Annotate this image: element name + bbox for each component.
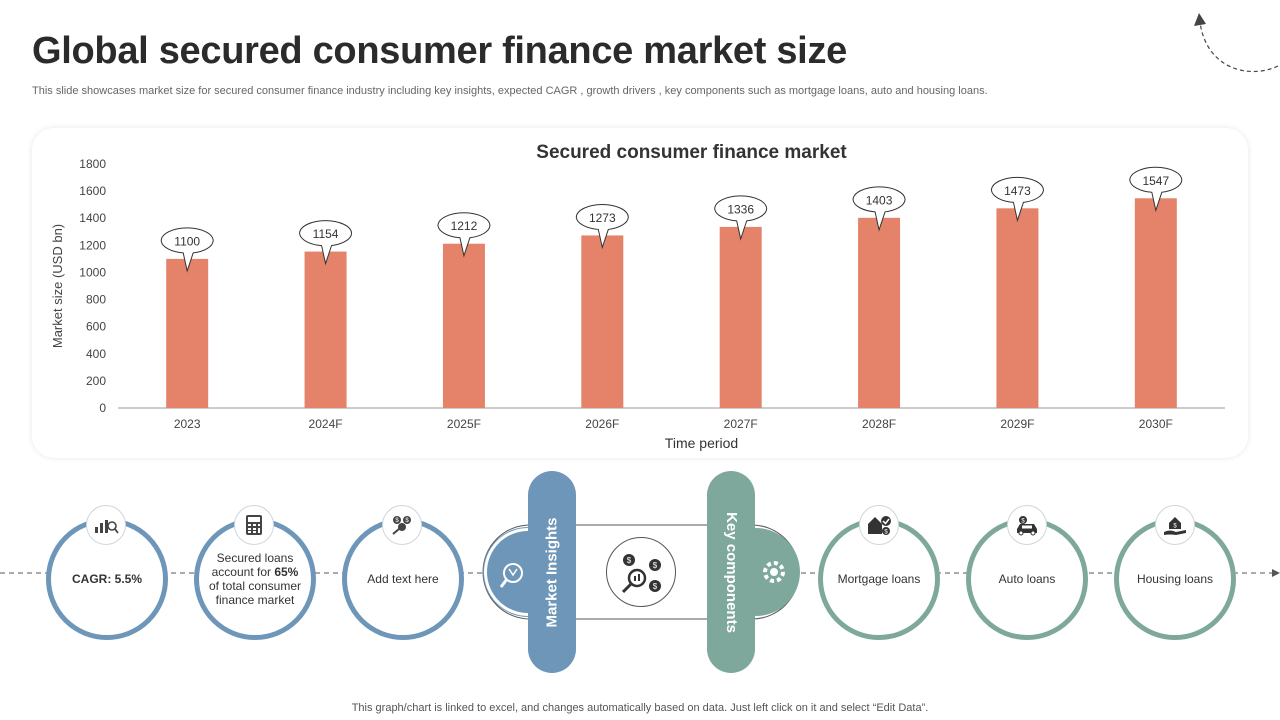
y-axis-label: Market size (USD bn) <box>50 224 65 348</box>
housing-loans-text: Housing loans <box>1136 572 1214 586</box>
x-tick-label: 2024F <box>309 417 343 431</box>
y-tick-label: 600 <box>86 320 106 334</box>
page-title: Global secured consumer finance market s… <box>32 30 847 72</box>
svg-text:$: $ <box>653 582 658 591</box>
bar <box>304 251 347 408</box>
data-label-bubble <box>437 212 491 258</box>
bar <box>719 226 762 408</box>
share-ring: Secured loans account for 65% of total c… <box>194 518 316 640</box>
data-label-bubble <box>160 227 214 273</box>
bar <box>1134 198 1177 408</box>
footnote: This graph/chart is linked to excel, and… <box>351 702 929 714</box>
bar <box>442 243 485 408</box>
data-label: 1273 <box>589 211 616 225</box>
cagr-text: CAGR: 5.5% <box>71 572 142 586</box>
add-text: Add text here <box>367 572 439 586</box>
bar <box>166 258 209 408</box>
svg-text:$: $ <box>405 518 409 524</box>
y-tick-label: 800 <box>86 293 106 307</box>
bar <box>996 208 1039 408</box>
key-components-pill: Key components <box>707 471 755 673</box>
bulb-search-icon <box>499 563 523 588</box>
mortgage-loans-text: Mortgage loans <box>837 572 921 586</box>
x-tick-label: 2027F <box>724 417 758 431</box>
y-tick-label: 0 <box>99 401 106 415</box>
data-label: 1403 <box>866 193 893 207</box>
bar <box>581 235 624 408</box>
y-tick-label: 400 <box>86 347 106 361</box>
bar-chart: Secured consumer finance market 0 200 400 60… <box>50 142 1225 451</box>
svg-text:$: $ <box>395 518 399 524</box>
data-label: 1212 <box>451 219 478 233</box>
curved-arrow-icon <box>1194 13 1279 73</box>
y-tick-label: 1400 <box>79 211 106 225</box>
hand-coins-icon: $ $ <box>382 505 422 545</box>
svg-text:$: $ <box>627 556 632 565</box>
share-text: Secured loans account for <box>211 551 294 579</box>
data-label: 1154 <box>313 227 339 241</box>
data-label-bubble <box>714 195 768 241</box>
data-label-bubble <box>575 203 629 250</box>
chart-title: Secured consumer finance market <box>536 142 847 163</box>
data-label: 1473 <box>1004 184 1031 198</box>
data-label: 1100 <box>174 234 200 248</box>
y-tick-label: 1000 <box>79 265 106 279</box>
auto-loans-text: Auto loans <box>998 572 1056 586</box>
market-insights-label: Market Insights <box>543 516 561 628</box>
dollar-search-icon: $ $ $ <box>621 554 661 594</box>
svg-text:$: $ <box>653 561 658 570</box>
y-tick-label: 1800 <box>79 157 106 171</box>
data-label: 1336 <box>727 202 754 216</box>
dashed-arrow-line <box>0 569 1280 577</box>
svg-text:$: $ <box>1173 524 1177 530</box>
data-label-bubble <box>299 220 353 266</box>
chart-panel: Secured consumer finance market 0 200 400 60… <box>32 128 1248 458</box>
data-label: 1547 <box>1142 174 1169 188</box>
share-text-after: of total consumer finance market <box>208 579 302 607</box>
svg-text:$: $ <box>884 530 888 536</box>
x-tick-label: 2028F <box>862 417 896 431</box>
market-insights-pill: Market Insights <box>528 471 576 673</box>
key-components-label: Key components <box>722 511 740 633</box>
y-tick-label: 1200 <box>79 238 106 252</box>
share-percent: 65% <box>274 565 299 579</box>
x-tick-label: 2023 <box>174 417 201 431</box>
data-label-bubble <box>990 176 1044 223</box>
x-tick-label: 2030F <box>1139 417 1173 431</box>
x-axis-label: Time period <box>665 435 738 451</box>
bar <box>858 217 901 408</box>
svg-text:$: $ <box>1021 519 1025 525</box>
data-label-bubble <box>852 186 906 232</box>
x-tick-label: 2025F <box>447 417 481 431</box>
calculator-icon <box>234 505 274 545</box>
center-circle: $ $ $ <box>606 537 676 607</box>
chart-magnifier-icon <box>86 505 126 545</box>
x-tick-label: 2026F <box>585 417 619 431</box>
y-tick-label: 200 <box>86 374 106 388</box>
x-tick-label: 2029F <box>1000 417 1034 431</box>
data-label-bubble <box>1129 166 1183 213</box>
house-check-icon: $ <box>859 505 899 545</box>
car-money-icon: $ <box>1007 505 1047 545</box>
page-subtitle: This slide showcases market size for sec… <box>32 85 988 97</box>
house-hand-icon: $ <box>1155 505 1195 545</box>
y-tick-label: 1600 <box>79 184 106 198</box>
